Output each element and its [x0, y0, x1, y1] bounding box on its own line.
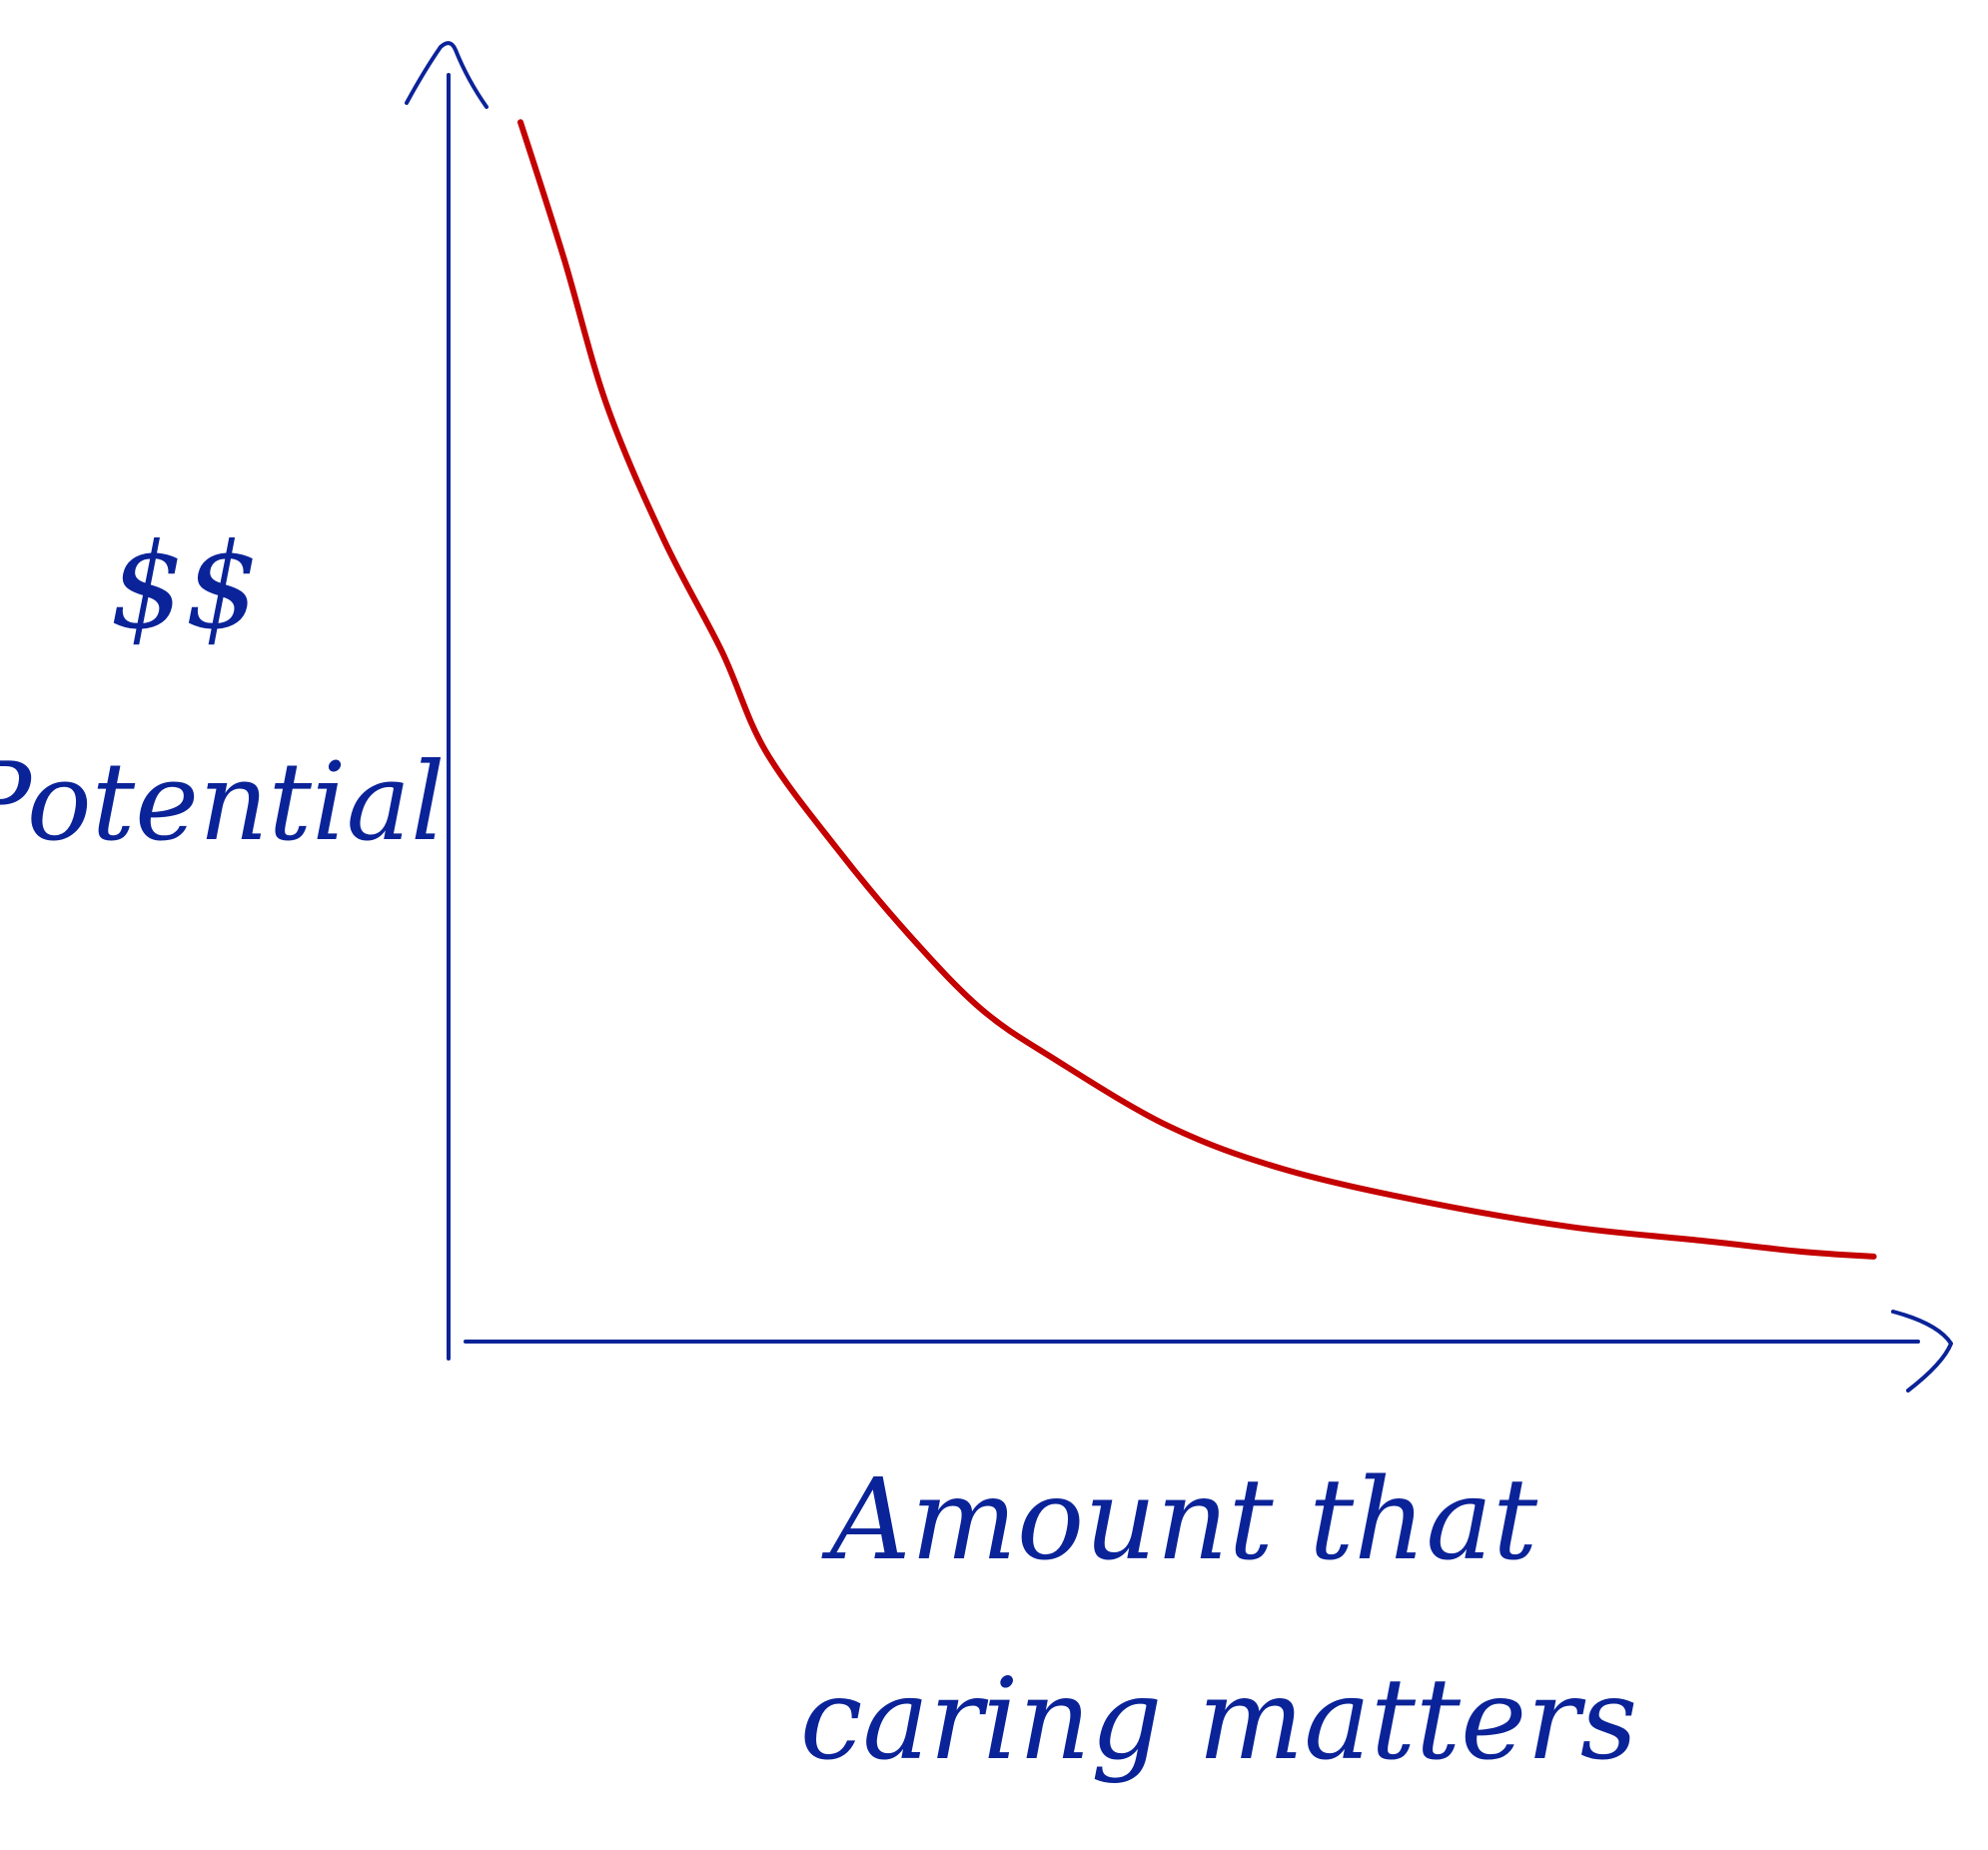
y-axis-label-line-2: Potential: [0, 740, 446, 865]
x-axis-arrowhead: [1891, 1310, 1953, 1392]
y-axis-arrowhead: [405, 41, 489, 109]
y-axis-label-line-1: $$: [110, 517, 260, 655]
series-line: [517, 119, 1877, 1260]
x-axis-label-line-2: caring matters: [800, 1655, 1638, 1785]
x-axis-label-line-1: Amount that: [821, 1455, 1538, 1585]
